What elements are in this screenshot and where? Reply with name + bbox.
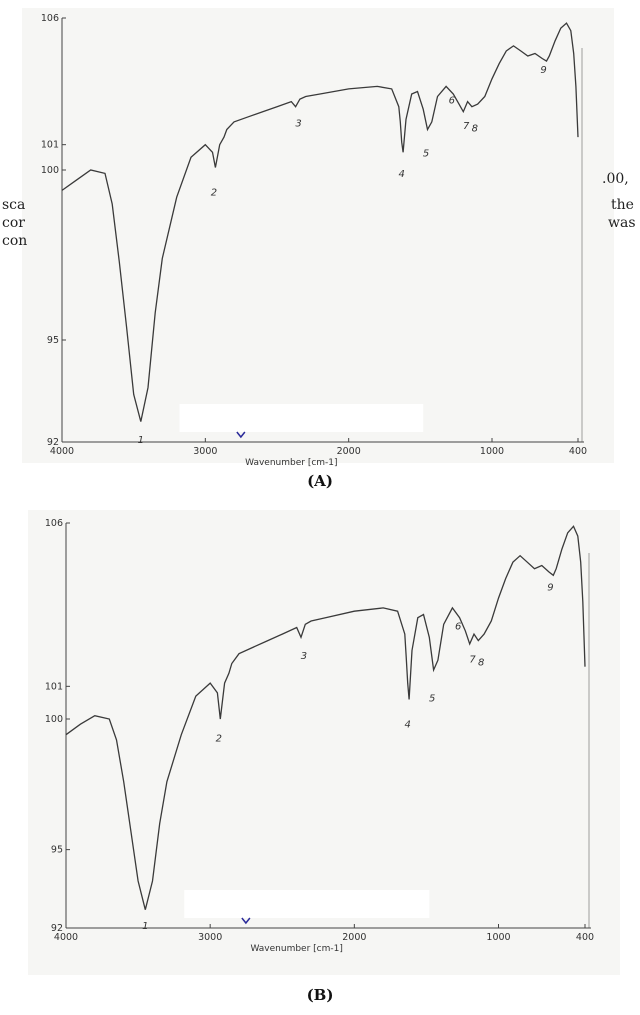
y-tick-label: 106 bbox=[45, 518, 63, 529]
peak-label-8: 8 bbox=[472, 123, 478, 134]
white-patch bbox=[179, 404, 424, 432]
background-text-fragment: sca bbox=[2, 197, 26, 213]
x-tick-label: 4000 bbox=[50, 446, 74, 457]
y-tick-label: 101 bbox=[45, 681, 63, 692]
x-tick-label: 400 bbox=[569, 446, 587, 457]
y-tick-label: 100 bbox=[45, 714, 63, 725]
peak-label-4: 4 bbox=[399, 169, 405, 180]
blue-ink-mark bbox=[236, 431, 246, 439]
peak-label-5: 5 bbox=[423, 149, 429, 160]
peak-label-6: 6 bbox=[455, 622, 461, 633]
panel-b: 106 101 100 95 92 4000 3000 2000 1000 400 1 2 3 4 5 6 7 8… bbox=[0, 508, 640, 1008]
x-tick-label: 1000 bbox=[480, 446, 504, 457]
peak-label-5: 5 bbox=[429, 694, 435, 705]
caption-a: (A) bbox=[307, 472, 333, 490]
caption-b: (B) bbox=[306, 986, 334, 1004]
peak-label-2: 2 bbox=[216, 733, 222, 744]
peak-label-3: 3 bbox=[301, 651, 307, 662]
peak-label-7: 7 bbox=[463, 121, 470, 132]
y-tick-label: 106 bbox=[41, 13, 59, 24]
peak-label-3: 3 bbox=[295, 118, 301, 129]
x-axis-label: Wavenumber [cm-1] bbox=[250, 944, 342, 954]
y-tick-label: 95 bbox=[47, 335, 59, 346]
spectrum-line bbox=[61, 22, 579, 422]
panel-a: .00, sca the cor was con 106 101 100 95 92 40… bbox=[0, 0, 640, 500]
peak-label-1: 1 bbox=[142, 921, 148, 932]
x-tick-label: 1000 bbox=[486, 932, 510, 943]
background-text-fragment: was bbox=[608, 215, 636, 231]
spectrum-line bbox=[65, 525, 586, 910]
white-patch bbox=[184, 890, 430, 918]
peak-label-1: 1 bbox=[138, 435, 144, 446]
scan-background bbox=[22, 8, 614, 463]
x-tick-label: 2000 bbox=[337, 446, 361, 457]
x-axis-label: Wavenumber [cm-1] bbox=[245, 458, 337, 468]
x-tick-label: 400 bbox=[576, 932, 594, 943]
y-tick-label: 92 bbox=[47, 437, 59, 448]
background-text-fragment: .00, bbox=[602, 171, 629, 187]
peak-label-2: 2 bbox=[211, 188, 217, 199]
y-tick-label: 95 bbox=[51, 845, 63, 856]
y-tick-label: 101 bbox=[41, 140, 59, 151]
peak-label-9: 9 bbox=[547, 583, 553, 594]
x-tick-label: 2000 bbox=[342, 932, 366, 943]
blue-ink-mark bbox=[241, 917, 251, 925]
x-tick-label: 3000 bbox=[193, 446, 217, 457]
background-text-fragment: cor bbox=[2, 215, 25, 231]
x-tick-label: 3000 bbox=[198, 932, 222, 943]
y-tick-label: 92 bbox=[51, 923, 63, 934]
background-text-fragment: the bbox=[611, 197, 634, 213]
peak-label-7: 7 bbox=[469, 654, 476, 665]
background-text-fragment: con bbox=[2, 233, 28, 249]
peak-label-9: 9 bbox=[540, 65, 546, 76]
x-tick-label: 4000 bbox=[54, 932, 78, 943]
y-tick-label: 100 bbox=[41, 165, 59, 176]
peak-label-6: 6 bbox=[449, 95, 455, 106]
peak-label-8: 8 bbox=[478, 658, 484, 669]
peak-label-4: 4 bbox=[404, 720, 410, 731]
